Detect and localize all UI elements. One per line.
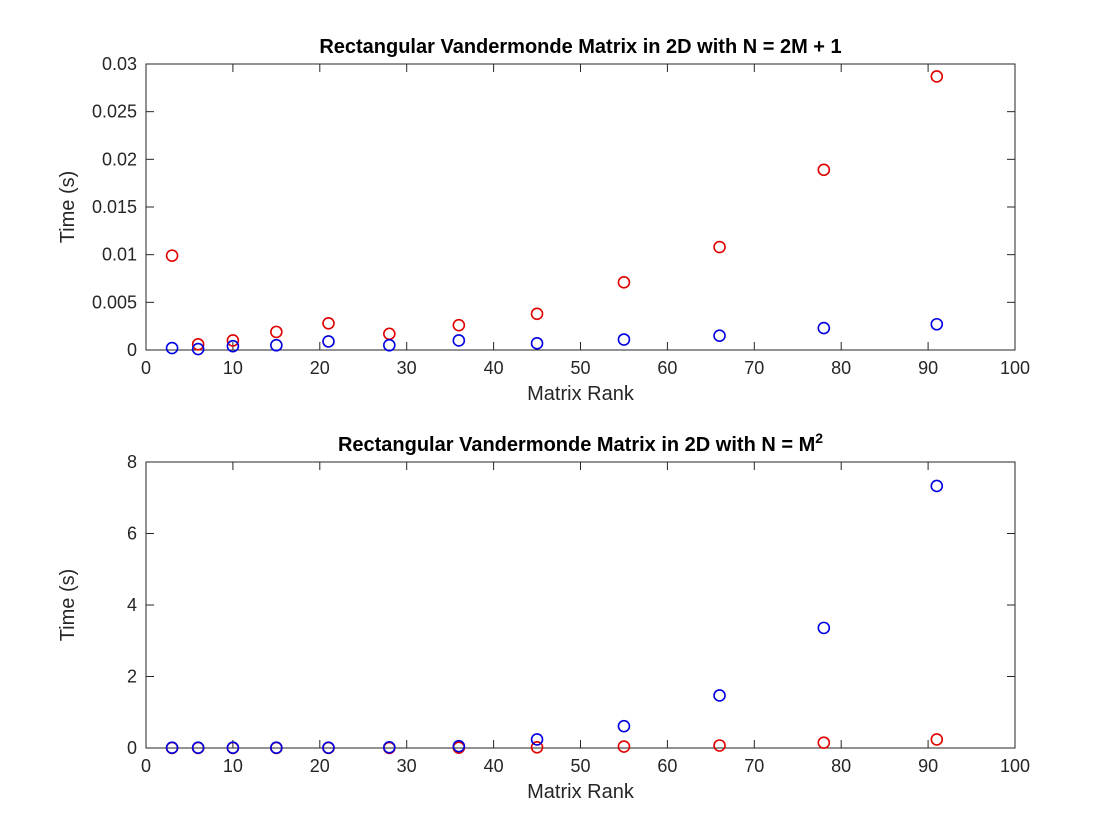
series-2 [165,317,944,356]
x-tick-label: 10 [223,756,243,776]
y-tick-label: 4 [127,595,137,615]
x-tick-label: 90 [918,756,938,776]
data-point [322,741,335,754]
data-point [817,736,831,749]
x-tick-label: 30 [397,756,417,776]
data-point [530,307,544,321]
data-point [617,276,631,289]
data-point [817,621,831,635]
x-tick-label: 80 [831,756,851,776]
x-tick-label: 40 [484,756,504,776]
x-tick-label: 30 [397,358,417,378]
data-point [817,321,831,335]
y-tick-label: 0.02 [102,149,137,169]
x-tick-label: 10 [223,358,243,378]
data-point [270,741,283,754]
y-tick-label: 6 [127,524,137,544]
plot-area [145,461,1016,749]
data-point [383,740,396,754]
data-point [930,317,944,331]
chart-1: 0 10 20 30 40 50 60 70 80 90 100 0 0.005 0.01 0.015 0.0… [57,36,1030,405]
chart-title: Rectangular Vandermonde Matrix in 2D wit… [338,430,823,456]
y-tick-label: 0 [127,738,137,758]
data-point [322,335,335,348]
data-point [617,719,631,733]
data-point [226,339,240,353]
data-point [530,733,544,746]
y-axis-label: Time (s) [57,569,79,642]
data-point [452,318,466,332]
data-point [165,341,179,355]
x-tick-label: 90 [918,358,938,378]
x-tick-label: 40 [484,358,504,378]
data-point [617,333,631,346]
data-point [930,733,944,746]
y-tick-label: 0.025 [92,102,137,122]
data-point [226,334,240,347]
data-point [270,325,283,339]
data-point [930,70,944,83]
x-tick-label: 80 [831,358,851,378]
data-point [165,741,179,754]
y-axis-label: Time (s) [57,171,79,244]
x-tick-label: 60 [657,756,677,776]
chart-title: Rectangular Vandermonde Matrix in 2D wit… [319,36,841,58]
x-tick-label: 70 [744,358,764,378]
series-1 [165,70,944,351]
y-tick-label: 0 [127,340,137,360]
title-text: Rectangular Vandermonde Matrix in 2D wit… [319,36,841,58]
y-tick-label: 0.01 [102,245,137,265]
series-2 [165,479,944,754]
chart-2: 0 10 20 30 40 50 60 70 80 90 100 0 2 4 6 8 Matrix Rank Ti… [57,430,1030,803]
data-point [191,342,205,356]
plot-area [145,63,1016,351]
y-tick-label: 0.015 [92,197,137,217]
data-point [452,739,466,753]
y-tick-label: 0.03 [102,54,137,74]
data-point [322,317,335,330]
data-point [530,740,544,754]
title-superscript: 2 [815,430,823,446]
x-tick-label: 50 [570,756,590,776]
x-tick-label: 100 [1000,358,1030,378]
y-tick-label: 2 [127,667,137,687]
data-point [713,739,726,752]
data-point [930,479,944,493]
data-point [191,741,205,754]
x-tick-label: 0 [141,756,151,776]
x-axis-label: Matrix Rank [527,383,635,405]
title-text: Rectangular Vandermonde Matrix in 2D wit… [338,434,815,456]
x-tick-label: 0 [141,358,151,378]
data-point [226,741,240,754]
x-axis-label: Matrix Rank [527,781,635,803]
data-point [713,240,726,254]
y-tick-label: 0.005 [92,292,137,312]
data-point [530,337,544,350]
data-point [817,163,831,177]
x-tick-label: 20 [310,358,330,378]
y-tick-label: 8 [127,452,137,472]
data-point [713,329,726,343]
x-tick-label: 50 [570,358,590,378]
data-point [270,338,283,352]
x-tick-label: 20 [310,756,330,776]
data-point [165,249,179,262]
data-point [617,740,631,753]
data-point [383,338,396,352]
x-tick-label: 60 [657,358,677,378]
data-point [452,334,466,347]
data-point [191,337,205,351]
x-tick-label: 100 [1000,756,1030,776]
x-tick-label: 70 [744,756,764,776]
data-point [713,689,726,702]
